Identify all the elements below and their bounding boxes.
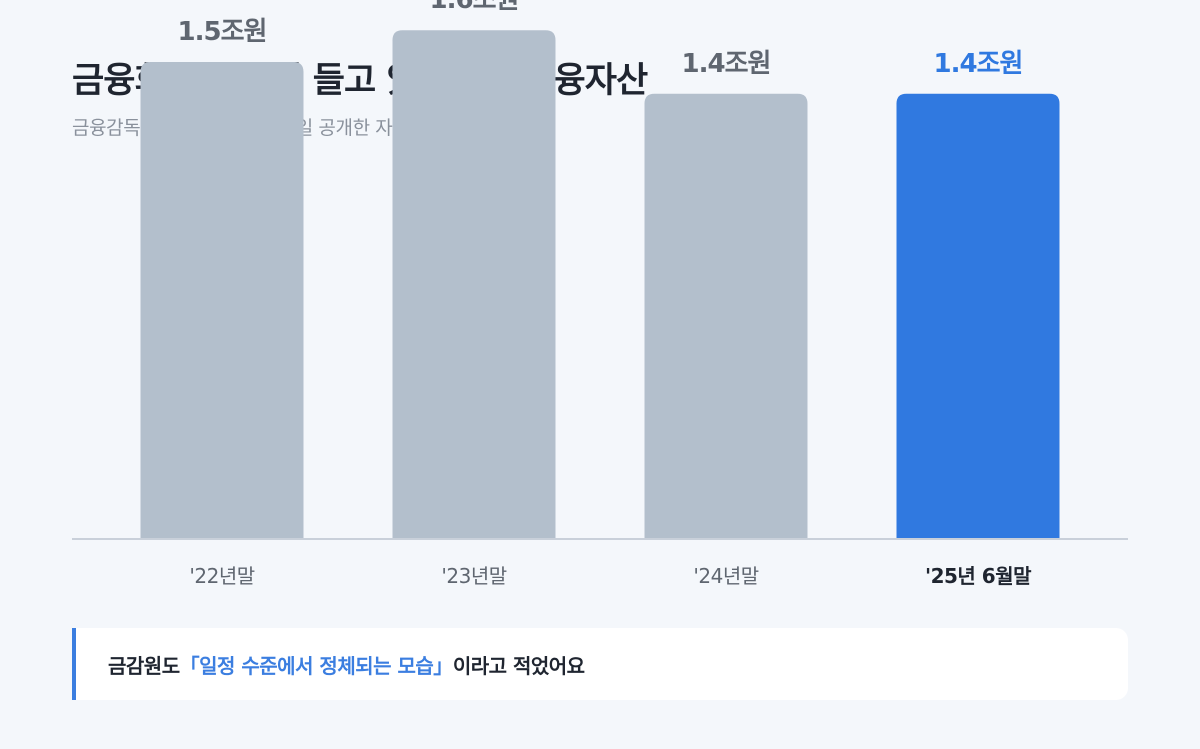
callout-quote: 「일정 수준에서 정체되는 모습」 — [179, 653, 454, 678]
bar-3 — [896, 93, 1060, 540]
bar-value-label-3: 1.4조원 — [934, 49, 1023, 79]
category-label-2: '24년말 — [693, 564, 758, 588]
bar-2 — [644, 93, 808, 540]
category-label-3: '25년 6월말 — [925, 564, 1032, 588]
bar-0 — [140, 62, 304, 539]
category-label-1: '23년말 — [441, 564, 506, 588]
bar-value-label-0: 1.5조원 — [178, 17, 267, 47]
callout-suffix: 이라고 적었어요 — [452, 653, 585, 678]
callout-prefix: 금감원도 — [108, 653, 180, 678]
bar-chart: 1.5조원 '22년말 1.6조원 '23년말 1.4조원 '24년말 1.4조원 '25년 … — [72, 0, 1128, 588]
bar-value-label-1: 1.6조원 — [430, 0, 519, 15]
bar-1 — [392, 30, 556, 539]
bar-value-label-2: 1.4조원 — [682, 49, 771, 79]
category-label-0: '22년말 — [189, 564, 254, 588]
callout-box: 금감원도 「일정 수준에서 정체되는 모습」 이라고 적었어요 — [72, 628, 1128, 700]
